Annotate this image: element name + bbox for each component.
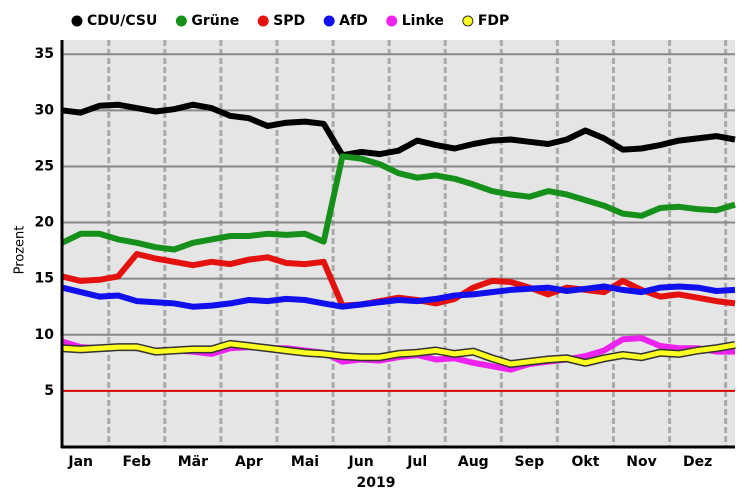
- series-line: [61, 341, 736, 367]
- y-axis-label: Prozent: [13, 226, 28, 275]
- x-tick-label: Feb: [123, 454, 152, 470]
- y-tick-label: 30: [35, 102, 55, 118]
- plot-background: [62, 40, 735, 447]
- x-tick-label: Mär: [178, 454, 208, 470]
- x-tick-label: Jan: [67, 454, 93, 470]
- legend-label: CDU/CSU: [87, 13, 157, 29]
- x-tick-label: Mai: [291, 454, 319, 470]
- series-line: [61, 283, 736, 310]
- x-tick-label: Apr: [235, 454, 263, 470]
- y-tick-label: 35: [35, 46, 54, 62]
- legend-label: Grüne: [191, 13, 239, 29]
- y-tick-label: 5: [44, 383, 54, 399]
- x-tick-label: Nov: [626, 454, 656, 470]
- legend-marker: [71, 15, 83, 27]
- legend-marker: [323, 15, 335, 27]
- x-tick-label: Jun: [348, 454, 374, 470]
- y-tick-label: 10: [35, 327, 55, 343]
- x-tick-label: Okt: [571, 454, 599, 470]
- x-tick-label: Dez: [683, 454, 712, 470]
- legend-label: FDP: [478, 13, 509, 29]
- legend-marker: [386, 15, 398, 27]
- y-tick-label: 20: [35, 215, 55, 231]
- x-axis-label: 2019: [357, 475, 396, 491]
- x-tick-label: Sep: [515, 454, 545, 470]
- legend-marker: [257, 15, 269, 27]
- y-tick-label: 15: [35, 271, 54, 287]
- legend-label: Linke: [402, 13, 444, 29]
- series-line: [61, 101, 736, 159]
- legend-label: SPD: [273, 13, 305, 29]
- legend-label: AfD: [339, 13, 368, 29]
- x-tick-label: Aug: [458, 454, 489, 470]
- x-tick-label: Jul: [406, 454, 427, 470]
- legend-marker: [175, 15, 187, 27]
- series-line: [60, 153, 736, 253]
- y-tick-label: 25: [35, 158, 54, 174]
- legend-marker: [462, 15, 474, 27]
